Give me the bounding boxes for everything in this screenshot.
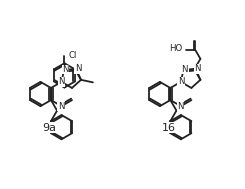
Text: N: N: [75, 64, 81, 73]
Text: N: N: [58, 77, 65, 86]
Text: N: N: [177, 102, 184, 111]
Text: N: N: [58, 102, 64, 111]
Text: Cl: Cl: [68, 51, 77, 60]
Text: N: N: [62, 65, 69, 74]
Text: N: N: [194, 64, 201, 73]
Text: N: N: [182, 65, 188, 74]
Text: HO: HO: [169, 44, 182, 53]
Text: 16: 16: [161, 122, 175, 132]
Text: N: N: [178, 77, 184, 86]
Text: 9a: 9a: [42, 122, 56, 132]
